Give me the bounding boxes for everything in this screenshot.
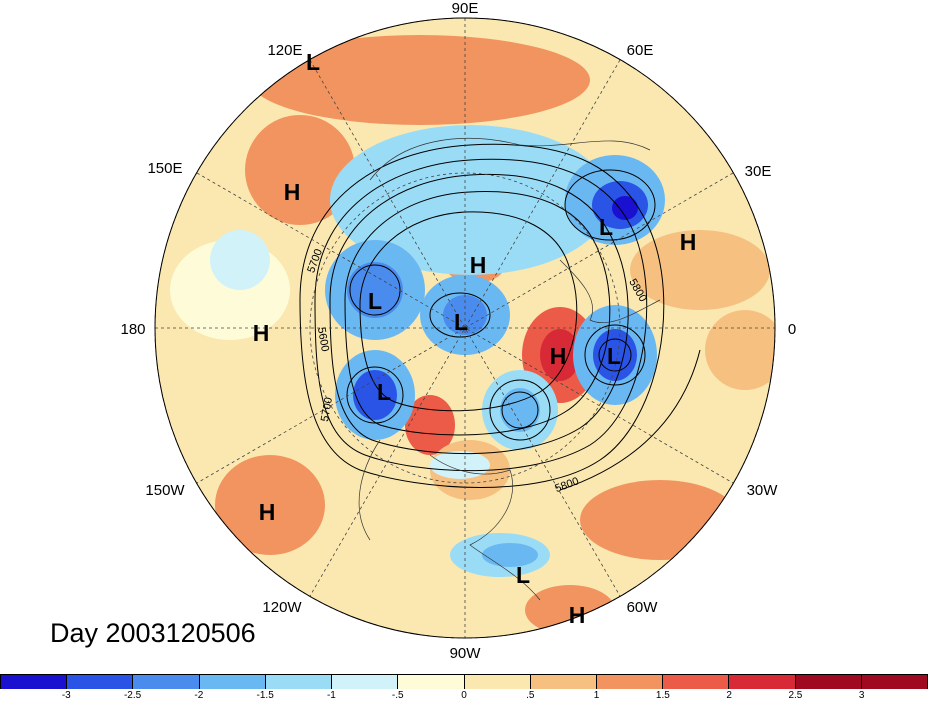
colorbar-tick-label: 1 [593, 690, 600, 701]
low-marker: L [377, 379, 391, 405]
colorbar-segment [464, 675, 531, 689]
lon-label: 30E [745, 163, 772, 180]
lon-label: 150W [145, 482, 185, 499]
lon-label: 60E [627, 42, 654, 59]
high-marker: H [253, 320, 270, 346]
colorbar-labels: -3 -2.5 -2 -1.5 -1 -.5 0 .5 1 1.5 2 2.5 3 [0, 690, 928, 702]
colorbar-tick-label: 2.5 [788, 690, 803, 701]
colorbar-segment [663, 675, 730, 689]
lon-label: 120E [267, 42, 302, 59]
polar-map: 90E 60E 30E 0 30W 60W 90W 120W 150W 180 … [120, 0, 796, 662]
colorbar-tick-label: -1 [326, 690, 336, 701]
lon-label: 120W [262, 599, 302, 616]
lon-label: 60W [627, 599, 659, 616]
colorbar-segment [265, 675, 333, 689]
low-marker: L [306, 49, 320, 75]
colorbar-segment [861, 675, 928, 689]
colorbar-segment [133, 675, 200, 689]
colorbar-segment [795, 675, 862, 689]
high-marker: H [680, 229, 697, 255]
colorbar-tick-label: -.5 [391, 690, 404, 701]
colorbar-segment [332, 675, 399, 689]
colorbar-tick-label: 3 [858, 690, 865, 701]
lat-lon-grid [154, 17, 776, 639]
day-label: Day 2003120506 [50, 618, 256, 648]
low-marker: L [516, 562, 530, 588]
colorbar-tick-label: 1.5 [655, 690, 670, 701]
contour-label: 5600 [315, 326, 331, 352]
colorbar-tick-label: -2.5 [123, 690, 142, 701]
low-marker: L [607, 343, 621, 369]
low-marker: L [368, 288, 382, 314]
colorbar-tick-label: -3 [61, 690, 71, 701]
colorbar-segment [729, 675, 796, 689]
colorbar-tick-label: 0 [461, 690, 467, 701]
pressure-markers: H H H H H H H L L L L L L L [253, 49, 697, 628]
colorbar-tick-label: .5 [526, 690, 535, 701]
colorbar-tick-label: -1.5 [256, 690, 274, 701]
high-marker: H [470, 252, 487, 278]
colorbar-tick-label: 2 [726, 690, 732, 701]
coastlines [358, 138, 661, 601]
high-marker: H [569, 602, 586, 628]
colorbar-segment [0, 675, 68, 689]
lon-label: 90W [450, 645, 482, 662]
contour-label: 5700 [319, 396, 335, 422]
low-marker: L [599, 214, 613, 240]
lon-label: 150E [147, 160, 182, 177]
lon-label: 0 [788, 321, 796, 338]
map-boundary [154, 17, 776, 639]
colorbar [0, 674, 928, 689]
lon-label: 30W [747, 482, 779, 499]
colorbar-segment [398, 675, 465, 689]
colorbar-segment [67, 675, 134, 689]
lon-label: 90E [452, 0, 479, 17]
longitude-labels: 90E 60E 30E 0 30W 60W 90W 120W 150W 180 … [120, 0, 796, 662]
high-marker: H [259, 499, 276, 525]
low-marker: L [454, 309, 468, 335]
colorbar-segment [530, 675, 597, 689]
high-marker: H [284, 179, 301, 205]
colorbar-tick-label: -2 [194, 690, 204, 701]
colorbar-segment [596, 675, 664, 689]
high-marker: H [550, 343, 567, 369]
lon-label: 180 [120, 321, 145, 338]
colorbar-segment [199, 675, 266, 689]
